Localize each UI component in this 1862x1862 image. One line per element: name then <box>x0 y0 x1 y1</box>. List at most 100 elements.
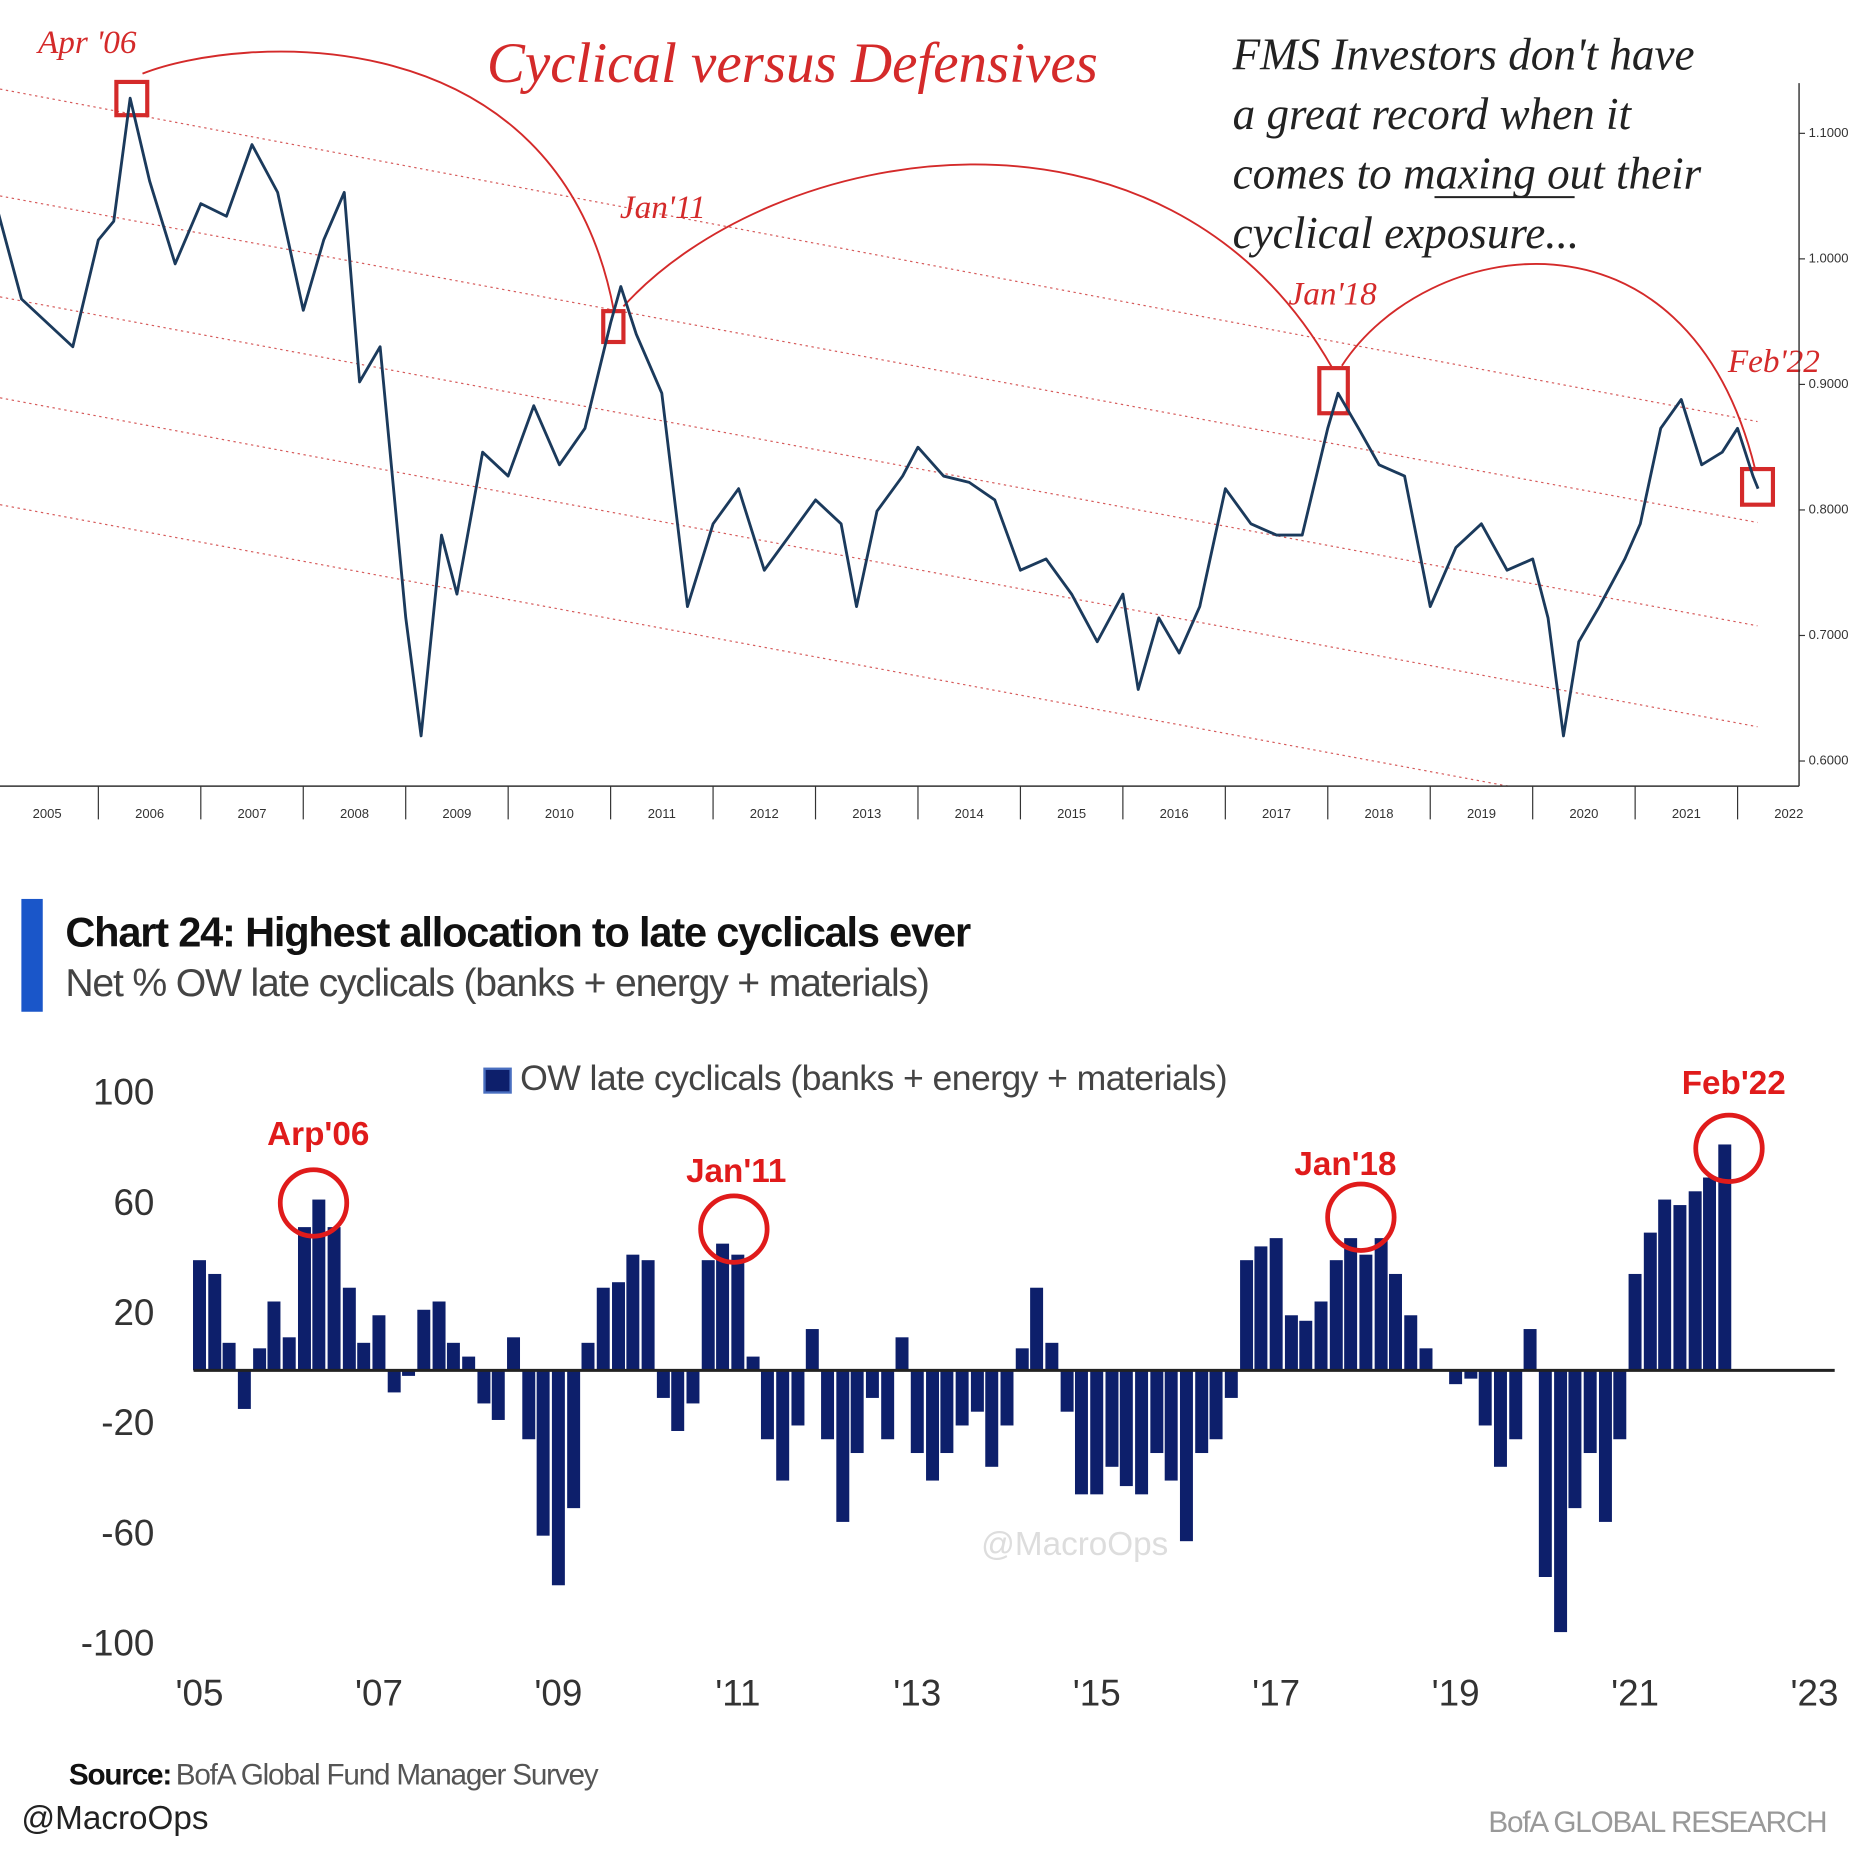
bar <box>985 1370 999 1467</box>
trend-line <box>0 397 1758 728</box>
bar <box>193 1260 206 1371</box>
bar <box>1688 1191 1702 1371</box>
bar <box>626 1254 640 1371</box>
chart-subtitle: Net % OW late cyclicals (banks + energy … <box>65 962 928 1005</box>
bar <box>596 1287 610 1371</box>
bar <box>357 1342 371 1371</box>
y-tick-label: 1.0000 <box>1809 250 1849 265</box>
x-tick-label: '13 <box>893 1672 941 1713</box>
bar <box>522 1370 536 1440</box>
bar <box>1389 1273 1402 1371</box>
bar <box>267 1301 281 1371</box>
line <box>0 96 1760 738</box>
bar <box>551 1370 565 1586</box>
bar <box>1314 1301 1328 1371</box>
y-tick-label: -60 <box>101 1512 154 1553</box>
bar <box>1164 1370 1178 1481</box>
bar <box>1240 1260 1254 1371</box>
bar <box>567 1370 581 1509</box>
bar <box>462 1356 476 1371</box>
bar <box>850 1370 864 1454</box>
bar <box>1478 1370 1492 1426</box>
bar <box>1703 1177 1717 1371</box>
bar <box>701 1260 715 1371</box>
bar <box>1598 1370 1612 1522</box>
highlight-circle <box>698 1193 770 1265</box>
bar <box>926 1370 940 1481</box>
x-tick-label: 2017 <box>1262 806 1291 821</box>
x-tick-label: '19 <box>1432 1672 1480 1713</box>
bar <box>1254 1246 1268 1371</box>
bar <box>432 1301 446 1371</box>
x-tick-label: '21 <box>1611 1672 1659 1713</box>
credit: @MacroOps <box>21 1800 208 1837</box>
bar <box>716 1243 730 1371</box>
bar <box>1509 1370 1523 1440</box>
x-tick-label: '11 <box>715 1672 760 1713</box>
bar <box>641 1260 655 1371</box>
bar <box>446 1342 460 1371</box>
x-tick-label: 2016 <box>1160 806 1189 821</box>
x-tick-label: 2007 <box>238 806 267 821</box>
bar <box>895 1337 909 1371</box>
bar <box>1284 1315 1298 1371</box>
trend-line <box>0 195 1758 524</box>
arc <box>1341 263 1757 470</box>
y-tick-label: -20 <box>101 1402 154 1443</box>
highlight-box <box>1739 466 1776 507</box>
x-tick-label: 2006 <box>135 806 164 821</box>
y-tick-label: 0.6000 <box>1809 752 1849 767</box>
annotations: Arp'06 Jan'11 Jan'18 Feb'22 <box>267 1065 1786 1190</box>
bar <box>327 1227 341 1371</box>
bar <box>1299 1320 1313 1371</box>
bar <box>581 1342 595 1371</box>
bar <box>910 1370 924 1454</box>
bar <box>805 1329 819 1371</box>
x-tick-label: 2011 <box>648 806 676 821</box>
annotation: Apr '06 <box>36 24 137 61</box>
bar <box>1344 1238 1358 1371</box>
legend-label: OW late cyclicals (banks + energy + mate… <box>520 1058 1227 1098</box>
bar <box>1179 1370 1193 1542</box>
bar <box>881 1370 895 1440</box>
x-tick-label: 2010 <box>545 806 574 821</box>
bar <box>1523 1329 1537 1371</box>
brand: BofA GLOBAL RESEARCH <box>1488 1806 1826 1839</box>
annotation: Feb'22 <box>1727 343 1820 380</box>
bar <box>955 1370 969 1426</box>
bar <box>1613 1370 1627 1440</box>
legend-swatch <box>483 1067 512 1094</box>
trend-line <box>0 88 1758 423</box>
note-line: FMS Investors don't have <box>1232 30 1695 80</box>
bar <box>1060 1370 1074 1412</box>
bar <box>865 1370 879 1398</box>
source-label: Source: <box>69 1758 171 1791</box>
bar <box>342 1287 356 1371</box>
bar <box>1045 1342 1059 1371</box>
bar <box>1449 1370 1463 1385</box>
bar <box>1150 1370 1164 1454</box>
bar <box>222 1342 236 1371</box>
bar <box>1359 1254 1373 1371</box>
trend-line <box>0 296 1758 627</box>
trend-lines <box>0 88 1758 787</box>
bar <box>1090 1370 1104 1495</box>
x-tick-label: 2013 <box>852 806 881 821</box>
highlight-circle <box>277 1167 350 1239</box>
bar <box>1030 1287 1044 1371</box>
bar <box>387 1370 401 1393</box>
bar <box>237 1370 251 1409</box>
bar <box>1074 1370 1088 1495</box>
x-tick-label: '17 <box>1252 1672 1300 1713</box>
y-tick-label: 100 <box>93 1072 154 1113</box>
bar <box>791 1370 805 1426</box>
bar <box>1419 1348 1433 1371</box>
bar <box>940 1370 954 1454</box>
x-tick-label: 2009 <box>442 806 471 821</box>
bar <box>1224 1370 1238 1398</box>
y-tick-label: 0.8000 <box>1809 501 1849 516</box>
y-tick-label: 0.7000 <box>1809 627 1849 642</box>
bar <box>1015 1348 1029 1371</box>
bar <box>731 1254 745 1371</box>
